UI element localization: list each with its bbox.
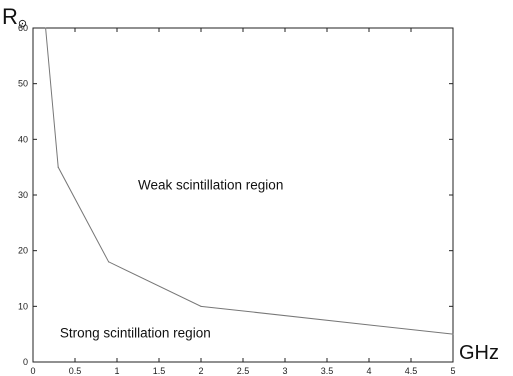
y-tick-label: 10 [18, 301, 28, 311]
x-tick-label: 0 [30, 366, 35, 376]
series-point [57, 166, 59, 168]
region-label: Weak scintillation region [138, 177, 283, 192]
x-tick-label: 1.5 [153, 366, 166, 376]
x-tick-label: 4.5 [405, 366, 418, 376]
series-point [200, 305, 202, 307]
y-tick-label: 30 [18, 190, 28, 200]
annotation-layer: Weak scintillation region Strong scintill… [60, 177, 283, 340]
x-tick-label: 3 [282, 366, 287, 376]
x-tick-label: 2.5 [237, 366, 250, 376]
y-tick-label: 20 [18, 246, 28, 256]
y-axis-label-subscript: ⊙ [18, 18, 27, 30]
x-axis-label: GHz [459, 342, 499, 364]
x-tick-label: 0.5 [69, 366, 82, 376]
x-tick-label: 5 [450, 366, 455, 376]
series-point [452, 333, 454, 335]
series-point [108, 261, 110, 263]
x-tick-label: 4 [366, 366, 371, 376]
x-tick-label: 1 [114, 366, 119, 376]
series-layer [45, 27, 454, 335]
y-tick-label: 50 [18, 79, 28, 89]
y-axis-label: R⊙ [2, 4, 27, 30]
y-tick-label: 60 [18, 23, 28, 33]
x-tick-label: 2 [198, 366, 203, 376]
plot-area [32, 27, 454, 363]
y-tick-label: 40 [18, 134, 28, 144]
series-point [45, 27, 47, 29]
y-tick-label: 0 [23, 357, 28, 367]
y-axis-label-main: R [2, 4, 18, 29]
x-tick-label: 3.5 [321, 366, 334, 376]
region-label: Strong scintillation region [60, 326, 211, 341]
